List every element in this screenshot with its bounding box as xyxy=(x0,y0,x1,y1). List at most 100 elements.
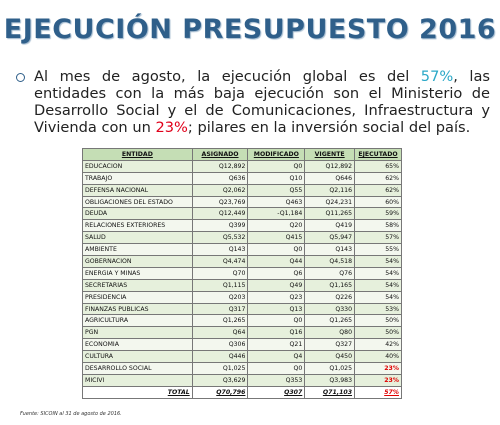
highlight: 57% xyxy=(420,68,454,85)
table-cell: Q13 xyxy=(247,302,306,316)
table-cell: Q70 xyxy=(191,266,249,280)
table-row: ECONOMIA Q306 Q21 Q327 42% xyxy=(82,338,402,352)
table-cell: Q16 xyxy=(247,326,306,340)
table-cell: Q0 xyxy=(247,243,306,257)
table-cell: Q3,629 xyxy=(191,373,249,387)
table-cell: 23% xyxy=(354,373,402,387)
table-cell: ECONOMIA xyxy=(82,338,193,352)
table-cell: PGN xyxy=(82,326,193,340)
table-cell: Q49 xyxy=(247,278,306,292)
table-cell: 23% xyxy=(354,362,402,375)
table-cell: GOBERNACION xyxy=(82,255,193,268)
table-cell: 59% xyxy=(354,207,402,221)
table-row: PGN Q64 Q16 Q80 50% xyxy=(82,326,402,340)
table-cell: AGRICULTURA xyxy=(82,314,193,328)
column-header: VIGENTE xyxy=(304,148,356,161)
table-cell: Q11,265 xyxy=(304,207,356,221)
table-cell: Q0 xyxy=(247,362,306,375)
table-cell: DEFENSA NACIONAL xyxy=(82,183,193,197)
table-cell: 57% xyxy=(354,231,402,245)
table-cell: Q1,165 xyxy=(304,278,356,292)
table-cell: Q1,025 xyxy=(304,362,356,375)
table-row: RELACIONES EXTERIORES Q399 Q20 Q419 58% xyxy=(82,219,402,233)
total-cell: Q71,103 xyxy=(304,385,356,399)
table-cell: Q1,265 xyxy=(304,314,356,328)
table-cell: 55% xyxy=(354,243,402,257)
column-header: EJECUTADO xyxy=(354,148,402,161)
table-cell: MICIVI xyxy=(82,373,193,387)
table-cell: 50% xyxy=(354,326,402,340)
table-cell: 42% xyxy=(354,338,402,352)
table-row: ENERGIA Y MINAS Q70 Q6 Q76 54% xyxy=(82,266,402,280)
table-cell: Q2,062 xyxy=(191,183,249,197)
table-cell: Q12,449 xyxy=(191,207,249,221)
table-cell: SALUD xyxy=(82,231,193,245)
table-cell: Q446 xyxy=(191,350,249,364)
table-cell: Q203 xyxy=(191,290,249,304)
table-cell: -Q1,184 xyxy=(247,207,306,221)
table-row: SALUD Q5,532 Q415 Q5,947 57% xyxy=(82,231,402,245)
table-cell: Q12,892 xyxy=(191,159,249,173)
table-row: DEUDA Q12,449 -Q1,184 Q11,265 59% xyxy=(82,207,402,221)
table-cell: Q399 xyxy=(191,219,249,233)
budget-table: ENTIDAD ASIGNADO MODIFICADO VIGENTE EJECUTAD… xyxy=(82,148,402,399)
table-row: DEFENSA NACIONAL Q2,062 Q55 Q2,116 62% xyxy=(82,183,402,197)
table-cell: SECRETARIAS xyxy=(82,278,193,292)
total-cell: Q70,796 xyxy=(191,385,249,399)
table-row: OBLIGACIONES DEL ESTADO Q23,769 Q463 Q24,23… xyxy=(82,195,402,209)
table-cell: Q226 xyxy=(304,290,356,304)
table-cell: Q1,115 xyxy=(191,278,249,292)
table-cell: Q1,025 xyxy=(191,362,249,375)
table-cell: Q10 xyxy=(247,171,306,185)
table-cell: Q330 xyxy=(304,302,356,316)
table-cell: Q419 xyxy=(304,219,356,233)
table-row: GOBERNACION Q4,474 Q44 Q4,518 54% xyxy=(82,255,402,268)
table-cell: TRABAJO xyxy=(82,171,193,185)
table-cell: Q5,947 xyxy=(304,231,356,245)
table-cell: Q353 xyxy=(247,373,306,387)
table-cell: 53% xyxy=(354,302,402,316)
table-cell: Q5,532 xyxy=(191,231,249,245)
table-cell: 58% xyxy=(354,219,402,233)
highlight: 23% xyxy=(155,119,188,136)
table-cell: Q317 xyxy=(191,302,249,316)
table-cell: Q44 xyxy=(247,255,306,268)
table-cell: Q415 xyxy=(247,231,306,245)
table-cell: Q23 xyxy=(247,290,306,304)
table-cell: CULTURA xyxy=(82,350,193,364)
table-cell: Q327 xyxy=(304,338,356,352)
table-cell: 62% xyxy=(354,171,402,185)
table-cell: DESARROLLO SOCIAL xyxy=(82,362,193,375)
table-row: TRABAJO Q636 Q10 Q646 62% xyxy=(82,171,402,185)
table-cell: Q4 xyxy=(247,350,306,364)
table-cell: 54% xyxy=(354,278,402,292)
table-cell: 50% xyxy=(354,314,402,328)
table-cell: Q4,474 xyxy=(191,255,249,268)
table-cell: ENERGIA Y MINAS xyxy=(82,266,193,280)
table-cell: Q20 xyxy=(247,219,306,233)
column-header: ENTIDAD xyxy=(82,148,193,161)
table-cell: Q636 xyxy=(191,171,249,185)
total-cell: Q307 xyxy=(247,385,306,399)
table-cell: Q4,518 xyxy=(304,255,356,268)
table-row: FINANZAS PUBLICAS Q317 Q13 Q330 53% xyxy=(82,302,402,316)
total-cell: TOTAL xyxy=(82,385,193,399)
table-cell: RELACIONES EXTERIORES xyxy=(82,219,193,233)
table-row: PRESIDENCIA Q203 Q23 Q226 54% xyxy=(82,290,402,304)
table-cell: Q23,769 xyxy=(191,195,249,209)
table-cell: Q24,231 xyxy=(304,195,356,209)
table-row: CULTURA Q446 Q4 Q450 40% xyxy=(82,350,402,364)
table-cell: Q2,116 xyxy=(304,183,356,197)
bullet-text: Al mes de agosto, la ejecución global es… xyxy=(16,68,490,136)
table-row: MICIVI Q3,629 Q353 Q3,983 23% xyxy=(82,373,402,387)
table-cell: 54% xyxy=(354,255,402,268)
table-cell: Q646 xyxy=(304,171,356,185)
column-header: MODIFICADO xyxy=(247,148,306,161)
table-cell: OBLIGACIONES DEL ESTADO xyxy=(82,195,193,209)
table-cell: PRESIDENCIA xyxy=(82,290,193,304)
table-row: DESARROLLO SOCIAL Q1,025 Q0 Q1,025 23% xyxy=(82,362,402,375)
table-cell: 40% xyxy=(354,350,402,364)
table-cell: Q0 xyxy=(247,314,306,328)
total-cell: 57% xyxy=(354,385,402,399)
